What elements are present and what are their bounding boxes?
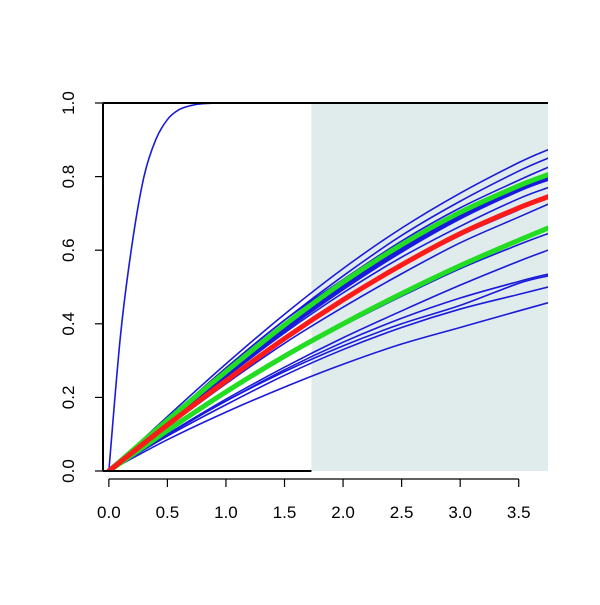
y-tick-label: 0.6 — [59, 238, 78, 262]
series-line-blue-0 — [108, 103, 548, 471]
x-tick-label: 0.5 — [156, 503, 180, 522]
x-tick-label: 3.5 — [507, 503, 531, 522]
x-tick-label: 3.0 — [448, 503, 472, 522]
x-tick-label: 1.5 — [273, 503, 297, 522]
series-line-blue-11 — [108, 286, 548, 471]
series-line-green-15 — [106, 172, 548, 471]
y-tick-label: 0.2 — [59, 386, 78, 410]
series-line-red-17 — [106, 194, 548, 471]
y-tick-label: 1.0 — [59, 91, 78, 115]
series-layer — [106, 103, 548, 471]
y-tick-label: 0.0 — [59, 459, 78, 483]
series-line-blue-2 — [108, 148, 548, 471]
y-tick-label: 0.8 — [59, 165, 78, 189]
series-line-green-16 — [106, 225, 548, 471]
x-tick-label: 2.5 — [390, 503, 414, 522]
x-tick-label: 1.0 — [214, 503, 238, 522]
x-tick-label: 2.0 — [331, 503, 355, 522]
series-line-blue-12 — [108, 302, 548, 471]
series-line-blue-13 — [108, 275, 548, 471]
axes-layer: 0.0 0.2 0.4 0.6 0.8 1.0 0.0 0.5 1.0 1.5 2.0 2.5 3.0 3… — [59, 91, 548, 522]
x-tick-label: 0.0 — [97, 503, 121, 522]
y-tick-label: 0.4 — [59, 312, 78, 336]
